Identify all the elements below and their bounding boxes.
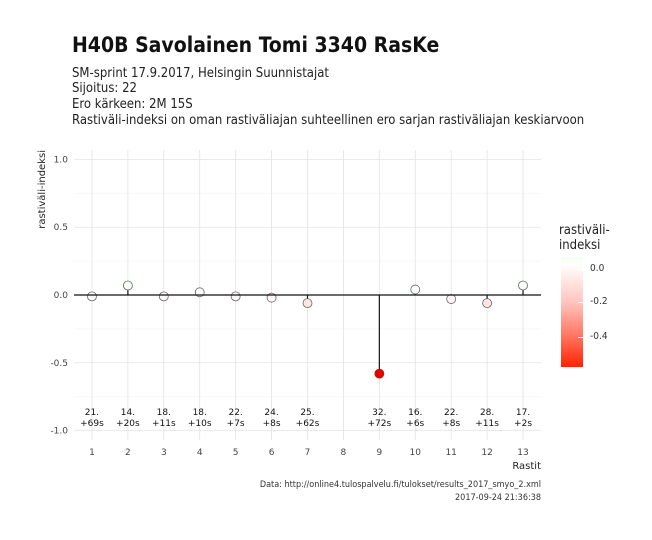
points	[87, 280, 528, 379]
annotation-diff: +72s	[368, 419, 392, 429]
data-point	[122, 280, 133, 291]
annotation-diff: +10s	[188, 419, 212, 429]
annotation-rank: 22.	[228, 408, 242, 418]
annotation-rank: 17.	[516, 408, 530, 418]
x-tick-label: 9	[376, 448, 382, 458]
legend-tick-label: 0.0	[590, 263, 605, 274]
caption-timestamp: 2017-09-24 21:36:38	[455, 493, 541, 503]
legend-colorbar	[561, 257, 583, 367]
annotation-rank: 18.	[157, 408, 171, 418]
axes: -1.0-0.50.00.51.01 2 3 4 5 6 7 8 9 10 11 12 13Rastit…	[37, 150, 541, 472]
data-point	[87, 291, 97, 302]
x-tick-label: 2	[125, 448, 131, 458]
legend-tick-mark	[578, 269, 583, 270]
annotation-diff: +8s	[442, 419, 460, 429]
x-tick-label: 7	[305, 448, 311, 458]
annotation-rank: 25.	[300, 408, 314, 418]
data-point	[302, 298, 313, 309]
data-point	[230, 291, 241, 302]
caption-source: Data: http://online4.tulospalvelu.fi/tul…	[259, 480, 541, 490]
data-point	[446, 294, 457, 304]
y-axis-title: rastiväli-indeksi	[37, 150, 48, 229]
y-tick-label: -0.5	[50, 359, 68, 369]
x-tick-label: 13	[517, 448, 528, 458]
annotation-diff: +8s	[263, 419, 281, 429]
x-tick-label: 10	[410, 448, 422, 458]
legend-title: rastiväli- indeksi	[559, 223, 610, 253]
annotation-diff: +69s	[80, 419, 104, 429]
annotation-diff: +11s	[152, 419, 176, 429]
legend-tick-mark	[578, 337, 583, 338]
chart-title: H40B Savolainen Tomi 3340 RasKe	[72, 33, 440, 57]
x-tick-label: 5	[233, 448, 239, 458]
annotation-diff: +11s	[475, 419, 499, 429]
x-axis-title: Rastit	[512, 461, 541, 472]
x-tick-label: 12	[481, 448, 492, 458]
x-tick-label: 11	[445, 448, 456, 458]
y-tick-label: 1.0	[54, 155, 69, 165]
data-point	[482, 298, 493, 309]
legend-tick-mark	[578, 302, 583, 303]
annotation-diff: +7s	[227, 419, 245, 429]
data-point	[410, 284, 421, 295]
x-tick-label: 3	[161, 448, 167, 458]
legend-tick-label: -0.4	[590, 331, 608, 342]
x-tick-label: 1	[89, 448, 95, 458]
annotation-rank: 14.	[121, 408, 135, 418]
legend-title-line-1: rastiväli-	[559, 223, 610, 238]
annotation-diff: +2s	[514, 419, 532, 429]
annotation-diff: +62s	[296, 419, 320, 429]
grid-lines	[74, 150, 541, 440]
y-tick-label: -1.0	[50, 427, 68, 437]
legend-tick-label: -0.2	[590, 296, 608, 307]
annotation-rank: 21.	[85, 408, 99, 418]
subtitle-line-3: Ero kärkeen: 2M 15S	[72, 97, 193, 112]
subtitle-line-4: Rastiväli-indeksi on oman rastiväliajan …	[72, 113, 585, 128]
annotation-rank: 24.	[264, 408, 278, 418]
x-tick-label: 4	[197, 448, 203, 458]
data-point	[374, 368, 385, 379]
annotation-diff: +6s	[406, 419, 424, 429]
data-point	[158, 291, 169, 302]
legend-title-line-2: indeksi	[559, 238, 601, 253]
subtitle-line-1: SM-sprint 17.9.2017, Helsingin Suunnista…	[72, 66, 329, 81]
annotation-diff: +20s	[116, 419, 140, 429]
annotation-rank: 18.	[193, 408, 207, 418]
annotation-rank: 16.	[408, 408, 422, 418]
annotation-rank: 32.	[372, 408, 386, 418]
annotation-rank: 22.	[444, 408, 458, 418]
subtitle-line-2: Sijoitus: 22	[72, 81, 137, 96]
point-labels: 21.+69s14.+20s18.+11s18.+10s22.+7s24.+8s…	[80, 408, 532, 429]
x-tick-label: 6	[269, 448, 275, 458]
y-tick-label: 0.5	[54, 223, 68, 233]
data-point	[518, 280, 528, 291]
y-tick-label: 0.0	[54, 291, 69, 301]
annotation-rank: 28.	[480, 408, 494, 418]
x-tick-label: 8	[341, 448, 347, 458]
